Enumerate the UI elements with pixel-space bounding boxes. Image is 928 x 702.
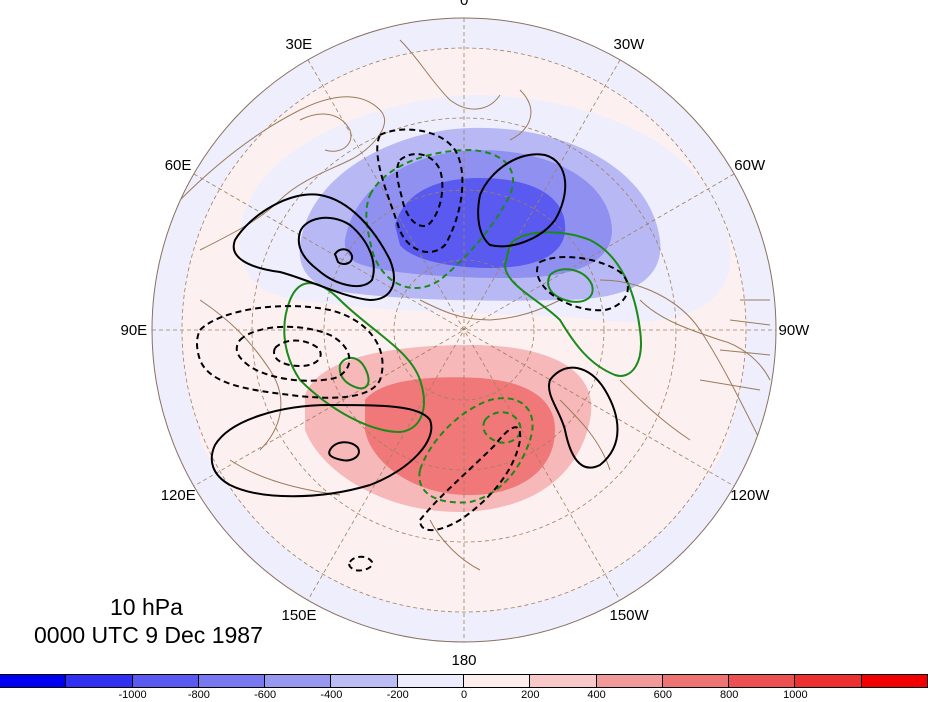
colorbar-tick-label: -200 <box>386 689 409 701</box>
black-dashed-contour-8 <box>348 555 374 572</box>
green-contours <box>283 148 642 504</box>
colorbar-tick-label: 1000 <box>783 689 808 701</box>
colorbar-swatch <box>462 674 531 688</box>
time-title: 0000 UTC 9 Dec 1987 <box>34 622 263 648</box>
black-dashed-contour-7 <box>418 426 522 532</box>
longitude-label: 150E <box>281 607 317 625</box>
green-contour-3 <box>503 231 642 377</box>
black-dashed-contour-2 <box>235 325 351 382</box>
colorbar-tick-label: -1000 <box>118 689 147 701</box>
longitude-label: 0 <box>460 0 469 9</box>
longitude-label: 90W <box>778 321 810 339</box>
colorbar-swatch <box>595 674 663 688</box>
colorbar-swatch <box>0 674 67 688</box>
black-dashed-contour-3 <box>273 339 322 368</box>
longitude-label: 30E <box>285 35 313 53</box>
longitude-label: 150W <box>609 607 649 625</box>
colorbar-swatch <box>330 674 398 688</box>
colorbar-tick-label: 600 <box>653 689 673 701</box>
colorbar-swatch <box>396 674 464 688</box>
longitude-label: 30W <box>613 35 645 53</box>
black-dashed-contours <box>196 128 629 572</box>
black-dashed-contour-5 <box>395 153 444 227</box>
colorbar-tick-label: 800 <box>719 689 739 701</box>
globe-outline <box>151 17 777 643</box>
colorbar-swatch <box>529 674 597 688</box>
black-contour-5 <box>210 403 433 498</box>
longitude-label: 60W <box>734 156 766 174</box>
green-contour-dash-2 <box>418 397 534 504</box>
colorbar-tick-label: 200 <box>521 689 540 701</box>
colorbar-swatch <box>794 674 862 688</box>
black-contour-6 <box>328 441 360 462</box>
longitude-label: 120E <box>160 486 196 504</box>
colorbar-swatch <box>131 674 199 688</box>
pressure-level-title: 10 hPa <box>110 594 183 620</box>
colorbar-swatches <box>0 674 928 688</box>
longitude-label: 180 <box>451 651 477 669</box>
black-contour-1 <box>232 193 395 302</box>
colorbar: -1000 -800 -600 -400 -200 0 200 400 600 800 1000 <box>0 674 928 702</box>
colorbar-tick-label: 400 <box>587 689 606 701</box>
colorbar-swatch <box>65 674 133 688</box>
longitude-label: 60E <box>164 156 192 174</box>
colorbar-tick-label: -400 <box>320 689 343 701</box>
colorbar-swatch <box>728 674 796 688</box>
longitude-label: 90E <box>120 321 148 339</box>
green-contour-dash-3 <box>482 411 522 444</box>
black-contour-4 <box>477 153 567 248</box>
black-contour-2 <box>297 216 375 288</box>
colorbar-swatch <box>661 674 730 688</box>
graticule <box>152 18 776 642</box>
colorbar-tick-label: 0 <box>460 689 468 701</box>
colorbar-tick-label: -600 <box>254 689 277 701</box>
negative-anomaly-strong <box>395 178 566 268</box>
colorbar-swatch <box>860 674 928 688</box>
longitude-label: 120W <box>730 486 770 504</box>
green-contour-1 <box>283 282 425 434</box>
colorbar-swatch <box>264 674 332 688</box>
colorbar-swatch <box>197 674 266 688</box>
polar-map <box>151 17 777 643</box>
black-dashed-contour-6 <box>536 256 629 312</box>
black-contour-7 <box>548 366 619 469</box>
green-contour-2 <box>338 356 370 390</box>
colorbar-tick-label: -800 <box>187 689 210 701</box>
black-contours <box>210 153 619 498</box>
black-dashed-contour-4 <box>376 128 464 254</box>
black-dashed-contour-1 <box>196 305 384 399</box>
black-contour-3 <box>333 248 354 265</box>
green-contour-4 <box>547 268 594 303</box>
green-contour-dash-1 <box>365 148 515 290</box>
positive-anomaly-mid <box>365 377 555 495</box>
